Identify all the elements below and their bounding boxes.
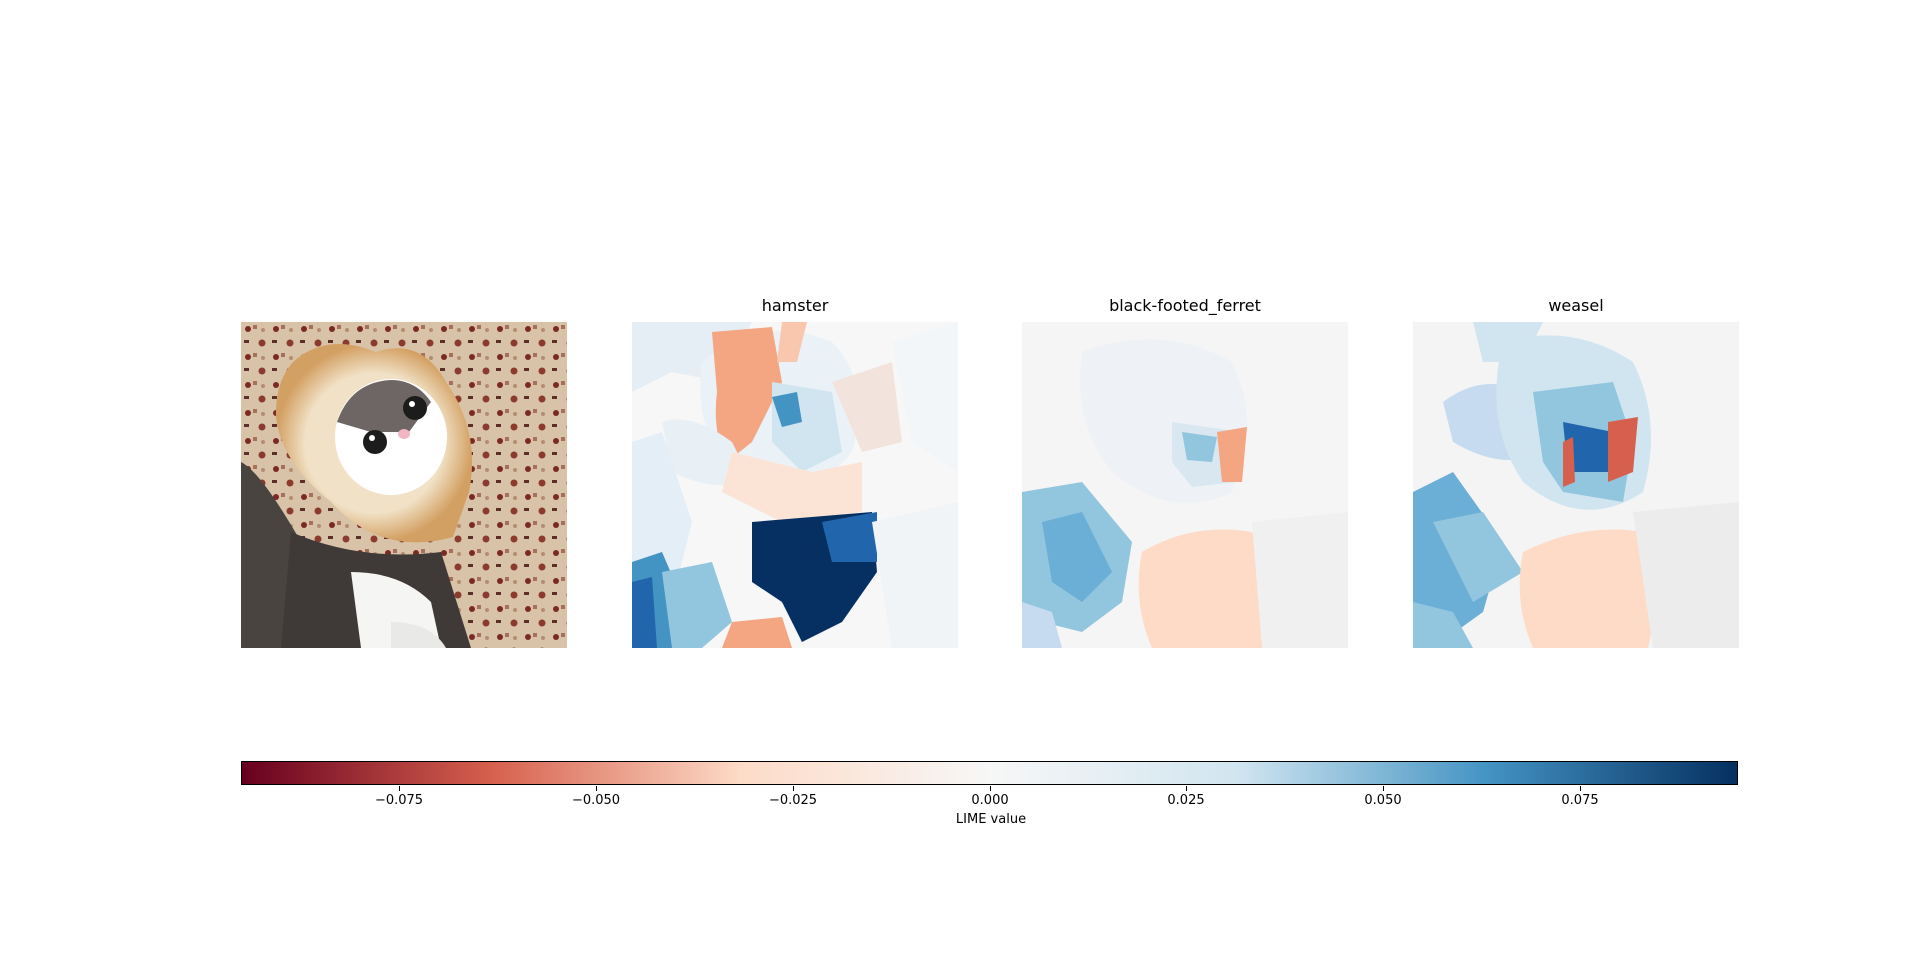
lime-heatmap-weasel	[1413, 322, 1739, 648]
original-image-panel	[241, 322, 567, 648]
lime-map-black-footed-ferret	[1022, 322, 1348, 648]
lime-map-weasel	[1413, 322, 1739, 648]
colorbar-tick-label: 0.050	[1364, 793, 1402, 808]
colorbar-tick-label: −0.025	[768, 793, 818, 808]
panel-title-hamster: hamster	[761, 296, 829, 315]
lime-map-hamster	[632, 322, 958, 648]
panel-title-black-footed-ferret: black-footed_ferret	[1109, 296, 1261, 315]
lime-heatmap-hamster	[632, 322, 958, 648]
colorbar-tick-label: 0.025	[1167, 793, 1205, 808]
colorbar-tick-label: −0.050	[571, 793, 621, 808]
colorbar-tick	[1383, 786, 1384, 791]
colorbar-tick	[1186, 786, 1187, 791]
colorbar-gradient	[241, 761, 1738, 785]
colorbar-tick	[596, 786, 597, 791]
colorbar-label: LIME value	[955, 812, 1027, 827]
colorbar-tick-label: 0.000	[971, 793, 1009, 808]
colorbar-tick	[990, 786, 991, 791]
colorbar-tick	[793, 786, 794, 791]
panel-title-weasel: weasel	[1548, 296, 1604, 315]
colorbar	[241, 761, 1738, 785]
lime-heatmap-black-footed-ferret	[1022, 322, 1348, 648]
colorbar-tick-label: −0.075	[374, 793, 424, 808]
colorbar-tick	[1580, 786, 1581, 791]
colorbar-tick-label: 0.075	[1561, 793, 1599, 808]
colorbar-tick	[399, 786, 400, 791]
kitten-in-bread-photo-icon	[241, 322, 567, 648]
